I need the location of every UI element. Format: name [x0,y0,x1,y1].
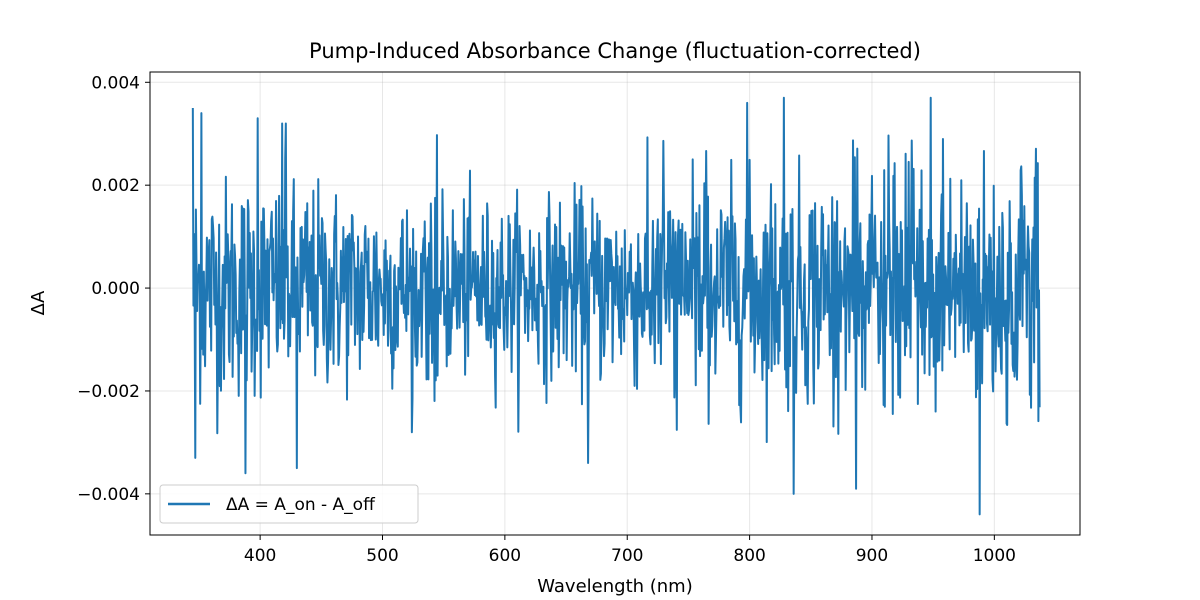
series-line-delta-a [191,96,1041,516]
x-tick-label: 900 [856,546,888,566]
y-axis: −0.004 −0.002 0.000 0.002 0.004 [77,73,150,505]
y-tick-label: −0.002 [77,382,140,402]
x-axis: 400 500 600 700 800 900 1000 [244,535,1016,566]
y-tick-label: 0.004 [91,73,140,93]
y-tick-label: 0.000 [91,279,140,299]
x-tick-label: 1000 [973,546,1016,566]
x-tick-label: 500 [366,546,398,566]
y-axis-label: ΔA [28,290,49,315]
plot-frame [149,71,1081,536]
chart-title: Pump-Induced Absorbance Change (fluctuat… [309,39,921,63]
x-tick-label: 700 [611,546,643,566]
x-axis-label: Wavelength (nm) [537,576,693,597]
y-tick-label: −0.004 [77,485,140,505]
legend-label: ΔA = A_on - A_off [226,495,376,515]
legend-box [159,484,419,524]
x-tick-label: 400 [244,546,276,566]
y-tick-label: 0.002 [91,176,140,196]
x-tick-label: 800 [733,546,765,566]
x-tick-label: 600 [489,546,521,566]
series-layer [191,96,1041,516]
legend: ΔA = A_on - A_off [159,484,419,524]
